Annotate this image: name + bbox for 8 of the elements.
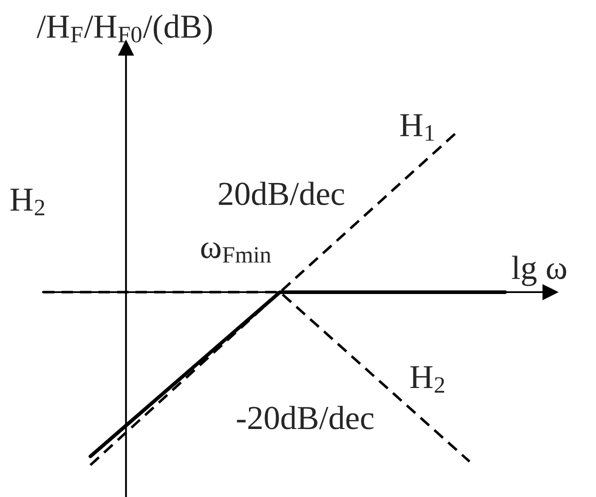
series-label: H$_{2}$ — [410, 366, 444, 393]
series-label: H$_{1}$ — [400, 114, 434, 141]
annotation: H$_{2}$ — [10, 188, 44, 216]
x-axis-title: lg ω — [512, 256, 566, 286]
annotation: -20dB/dec — [236, 406, 374, 430]
annotation: 20dB/dec — [218, 182, 344, 206]
annotation: ω$_{Fmin}$ — [201, 242, 271, 263]
y-axis-title: /H$_{F}$/H$_{F0}$/(dB) — [36, 14, 212, 45]
